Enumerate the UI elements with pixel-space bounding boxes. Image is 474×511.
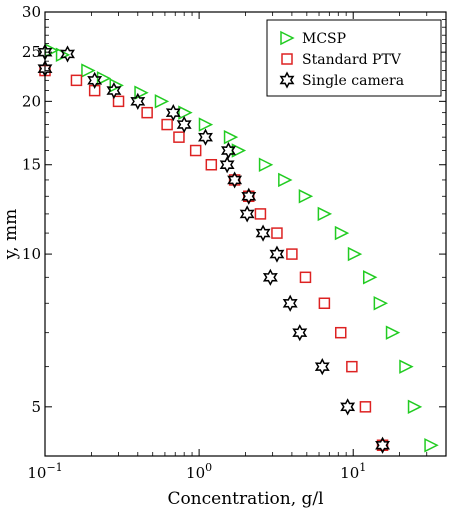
data-point — [373, 296, 389, 311]
series-single-camera — [37, 43, 391, 454]
legend-label: Standard PTV — [302, 52, 402, 68]
data-point — [223, 129, 239, 145]
data-point — [375, 436, 391, 454]
data-markers — [37, 43, 439, 454]
data-point — [424, 438, 439, 453]
data-point — [399, 359, 414, 374]
data-point — [112, 95, 125, 108]
data-point — [362, 270, 378, 285]
data-point — [198, 128, 213, 146]
data-point — [88, 84, 101, 97]
y-tick-label: 20 — [22, 92, 41, 110]
data-point — [298, 189, 314, 204]
y-tick-label: 10 — [22, 245, 41, 263]
data-point — [96, 71, 112, 86]
legend-label: MCSP — [302, 31, 346, 47]
data-point — [154, 94, 170, 109]
data-point — [258, 157, 274, 172]
x-tick-label: 101 — [340, 461, 366, 482]
legend-marker — [281, 53, 293, 65]
data-point — [269, 245, 285, 263]
data-point — [254, 208, 267, 220]
data-point — [318, 297, 331, 310]
data-point — [141, 106, 153, 119]
data-point — [178, 105, 193, 120]
data-point — [130, 92, 146, 110]
series-standard-ptv — [39, 64, 389, 451]
x-tick-label: 100 — [186, 461, 212, 482]
y-axis-label: y, mm — [1, 209, 21, 260]
data-point — [60, 45, 75, 63]
data-point — [109, 78, 124, 93]
data-point — [340, 398, 356, 416]
data-point — [165, 104, 181, 122]
data-point — [44, 43, 60, 58]
y-tick-label: 15 — [22, 156, 41, 174]
data-point — [161, 118, 173, 131]
x-axis-label: Concentration, g/l — [167, 489, 323, 509]
data-point — [106, 81, 122, 100]
data-point — [227, 171, 243, 189]
y-tick-label: 30 — [22, 3, 41, 21]
data-point — [87, 71, 103, 89]
data-point — [286, 248, 298, 260]
data-point — [228, 174, 241, 186]
data-point — [255, 224, 271, 242]
data-point — [334, 326, 347, 339]
legend: MCSP Standard PTV Single camera — [266, 19, 442, 97]
data-point — [376, 439, 389, 451]
data-point — [134, 85, 149, 100]
y-tick-label: 25 — [22, 43, 41, 61]
data-point — [314, 358, 330, 376]
data-point — [317, 206, 333, 222]
data-point — [292, 324, 308, 342]
data-point — [205, 158, 218, 171]
legend-box — [266, 19, 442, 97]
series-mcsp — [44, 43, 439, 453]
data-point — [198, 117, 214, 132]
data-point — [220, 141, 236, 160]
data-point — [278, 172, 293, 188]
data-point — [299, 271, 312, 284]
data-point — [407, 399, 423, 415]
data-point — [243, 190, 255, 203]
data-point — [282, 294, 298, 312]
data-point — [271, 227, 283, 239]
data-point — [176, 115, 192, 134]
legend-label: Single camera — [302, 73, 404, 89]
legend-marker — [279, 71, 295, 89]
data-point — [359, 401, 372, 413]
data-point — [189, 144, 202, 157]
data-point — [239, 205, 255, 223]
data-point — [219, 156, 235, 174]
data-point — [241, 187, 257, 205]
data-point — [347, 246, 363, 262]
legend-marker — [280, 30, 295, 46]
data-point — [346, 360, 358, 373]
data-point — [262, 268, 278, 286]
data-point — [81, 63, 96, 78]
x-tick-label: 10−1 — [27, 461, 62, 482]
data-point — [70, 74, 83, 87]
data-point — [385, 325, 401, 340]
data-point — [173, 131, 185, 143]
y-tick-label: 5 — [31, 398, 41, 416]
data-point — [334, 225, 350, 241]
